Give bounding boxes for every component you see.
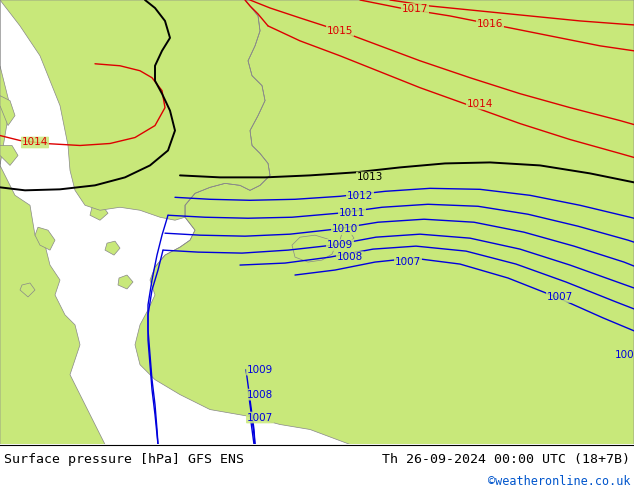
Polygon shape [68,105,85,121]
Text: 1014: 1014 [467,98,493,109]
Text: Th 26-09-2024 00:00 UTC (18+7B): Th 26-09-2024 00:00 UTC (18+7B) [382,453,630,466]
Polygon shape [35,227,55,250]
Polygon shape [0,0,105,444]
Text: 1014: 1014 [22,138,48,147]
Text: 1008: 1008 [337,252,363,262]
Polygon shape [135,0,634,444]
Text: 1007: 1007 [247,413,273,422]
Polygon shape [292,235,335,262]
Text: 1013: 1013 [357,172,383,182]
Polygon shape [0,146,18,166]
Polygon shape [70,135,88,150]
Text: 100: 100 [614,350,634,360]
Text: 1009: 1009 [247,365,273,375]
Text: 1012: 1012 [347,191,373,201]
Text: 1007: 1007 [395,257,421,267]
Polygon shape [95,172,110,185]
Text: 1009: 1009 [327,240,353,250]
Text: 1010: 1010 [332,224,358,234]
Text: 1017: 1017 [402,4,428,14]
Text: Surface pressure [hPa] GFS ENS: Surface pressure [hPa] GFS ENS [4,453,244,466]
Text: 1015: 1015 [327,26,353,36]
Polygon shape [20,283,35,297]
Polygon shape [118,275,133,289]
Polygon shape [340,232,354,243]
Polygon shape [105,241,120,255]
Polygon shape [0,96,15,125]
Text: 1008: 1008 [247,390,273,400]
Text: 1016: 1016 [477,19,503,29]
Text: 1007: 1007 [547,292,573,302]
Text: ©weatheronline.co.uk: ©weatheronline.co.uk [488,475,630,489]
Text: 1011: 1011 [339,208,365,218]
Polygon shape [0,0,270,220]
Polygon shape [90,205,108,220]
